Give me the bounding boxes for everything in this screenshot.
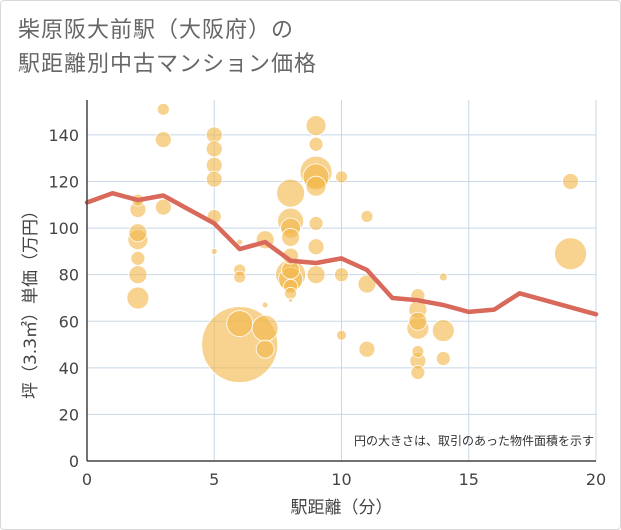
axes — [86, 100, 596, 462]
bubble-point — [305, 115, 327, 137]
bubble-point — [156, 102, 170, 116]
bubble-point — [438, 272, 448, 282]
bubble-point — [336, 329, 347, 341]
bubble-point — [251, 314, 279, 342]
bubble-point — [261, 301, 269, 309]
bubble-point — [411, 345, 425, 358]
bubble-point — [335, 170, 348, 184]
bubble-point — [308, 136, 324, 152]
bubble-point — [288, 297, 294, 303]
bubble-point — [306, 265, 326, 285]
trend-series — [84, 190, 599, 317]
bubble-point — [358, 340, 376, 358]
chart-title-line-2: 駅距離別中古マンション価格 — [18, 52, 318, 77]
bubble-point — [126, 286, 150, 310]
bubble-point — [210, 247, 218, 255]
bubble-point — [154, 198, 172, 216]
y-axis-title: 坪（3.3㎡）単価（万円） — [21, 202, 41, 399]
y-tick-label: 0 — [69, 452, 79, 471]
bubble-point — [360, 210, 374, 223]
bubble-point — [410, 365, 426, 380]
bubble-point — [307, 238, 325, 256]
y-tick-label: 140 — [48, 126, 79, 145]
bubble-point — [130, 250, 146, 266]
bubble-point — [334, 267, 349, 283]
x-axis-title: 駅距離（分） — [291, 498, 393, 518]
bubble-point — [308, 216, 324, 231]
bubble-point — [154, 131, 172, 148]
bubble-series — [126, 102, 587, 383]
bubble-point — [128, 265, 148, 285]
bubble-point — [435, 351, 451, 366]
bubble-point — [276, 178, 306, 208]
bubble-point — [357, 274, 377, 294]
x-tick-label: 5 — [209, 470, 219, 489]
bubble-point — [554, 237, 587, 271]
bubble-point — [408, 311, 428, 331]
y-tick-label: 120 — [48, 173, 79, 192]
x-tick-label: 10 — [331, 470, 351, 489]
bubble-point — [431, 319, 455, 342]
bubble-size-note: 円の大きさは、取引のあった物件面積を示す — [354, 433, 594, 448]
chart-title: 柴原阪大前駅（大阪府）の 駅距離別中古マンション価格 — [18, 14, 317, 82]
bubble-point — [284, 286, 298, 300]
bubble-point — [255, 339, 275, 359]
x-tick-label: 15 — [459, 470, 479, 489]
y-tick-label: 80 — [59, 266, 79, 285]
bubble-point — [281, 228, 301, 247]
bubble-point — [236, 238, 244, 246]
bubble-point — [205, 140, 223, 158]
trend-line — [84, 190, 599, 317]
bubble-point — [233, 270, 247, 284]
bubble-point — [305, 175, 327, 197]
y-tick-label: 60 — [59, 312, 79, 331]
y-tick-label: 20 — [59, 405, 79, 424]
bubble-point — [226, 310, 254, 337]
bubble-point — [416, 270, 420, 274]
y-tick-label: 40 — [59, 359, 79, 378]
tick-labels: 0 20 40 60 80 100 120 140 0 5 10 15 20 — [48, 126, 606, 489]
x-tick-label: 0 — [82, 470, 92, 489]
bubble-point — [128, 223, 148, 243]
y-tick-label: 100 — [48, 219, 79, 238]
chart-title-line-1: 柴原阪大前駅（大阪府）の — [18, 18, 295, 43]
x-tick-label: 20 — [586, 470, 606, 489]
bubble-point — [562, 173, 579, 190]
bubble-point — [205, 170, 223, 188]
